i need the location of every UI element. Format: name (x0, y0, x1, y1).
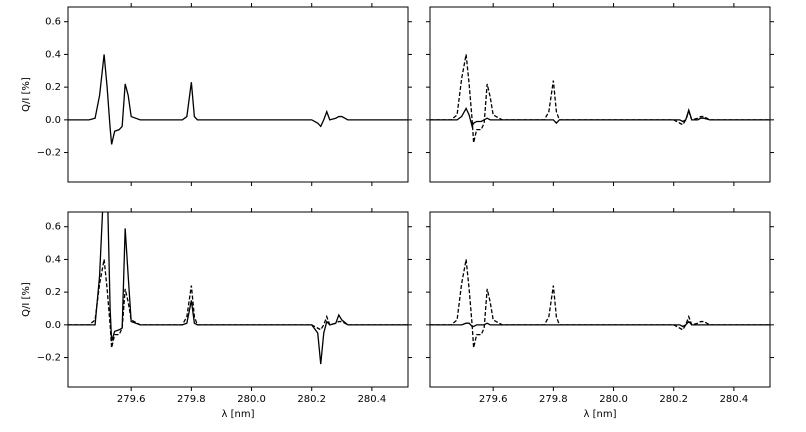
panel: 279.6 279.8 280.0 280.2 280.4 λ [nm] (426, 208, 774, 420)
x-tick-label: 280.4 (720, 394, 749, 405)
panel: 279.6 279.8 280.0 280.2 280.4 −0.2 0.0 0.2 0.4 0.… (21, 208, 412, 420)
line-series (430, 106, 770, 129)
x-axis-label: λ [nm] (584, 409, 617, 420)
axes-frame (67, 6, 409, 183)
y-tick-label: −0.2 (37, 148, 61, 159)
y-tick-label: −0.2 (37, 353, 61, 364)
axes-frame (429, 6, 771, 183)
line-series (68, 212, 408, 365)
x-tick-label: 280.2 (297, 394, 326, 405)
x-tick-label: 279.6 (479, 394, 508, 405)
line-series (68, 54, 408, 145)
x-tick-label: 280.4 (358, 394, 387, 405)
axes-frame (67, 211, 409, 388)
y-tick-label: 0.4 (45, 49, 61, 60)
y-tick-label: 0.4 (45, 254, 61, 265)
y-axis-label: Q/I [%] (21, 77, 32, 112)
x-tick-label: 280.2 (659, 394, 688, 405)
y-tick-label: 0.6 (45, 17, 61, 28)
line-series (430, 259, 770, 348)
line-series (430, 320, 770, 328)
x-tick-label: 279.8 (177, 394, 206, 405)
x-tick-label: 280.0 (599, 394, 628, 405)
panel: −0.2 0.0 0.2 0.4 0.6 Q/I [%] (21, 3, 412, 186)
y-tick-label: 0.0 (45, 320, 61, 331)
line-series (430, 54, 770, 143)
y-tick-label: 0.2 (45, 82, 61, 93)
line-series (68, 259, 408, 348)
y-tick-label: 0.2 (45, 287, 61, 298)
y-tick-label: 0.6 (45, 222, 61, 233)
x-tick-label: 279.6 (117, 394, 146, 405)
x-tick-label: 279.8 (539, 394, 568, 405)
panel (426, 3, 774, 186)
y-tick-label: 0.0 (45, 115, 61, 126)
x-tick-label: 280.0 (237, 394, 266, 405)
y-axis-label: Q/I [%] (21, 282, 32, 317)
x-axis-label: λ [nm] (222, 409, 255, 420)
axes-frame (429, 211, 771, 388)
